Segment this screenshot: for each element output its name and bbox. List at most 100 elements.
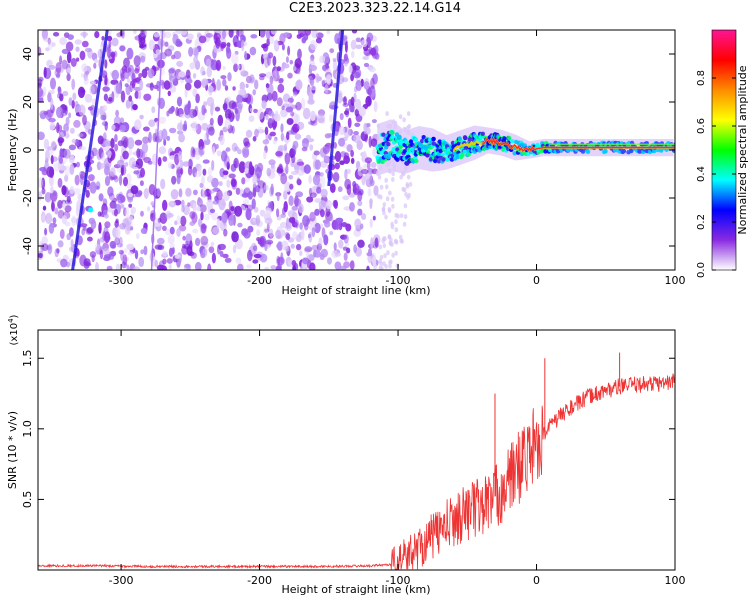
- noise-blob: [103, 93, 108, 102]
- noise-blob: [194, 171, 202, 178]
- spectrogram-x-tick-label: -200: [247, 274, 272, 287]
- noise-blob: [162, 199, 168, 211]
- noise-blob: [361, 213, 367, 220]
- noise-blob: [272, 120, 277, 131]
- noise-blob: [339, 160, 345, 165]
- noise-blob: [255, 214, 261, 226]
- noise-blob: [232, 244, 237, 254]
- noise-blob: [59, 157, 63, 164]
- noise-blob: [402, 221, 407, 227]
- noise-blob: [39, 240, 43, 247]
- noise-blob: [285, 56, 289, 63]
- noise-blob: [352, 65, 361, 71]
- noise-blob: [185, 187, 192, 197]
- noise-blob: [373, 185, 379, 197]
- noise-blob: [390, 224, 395, 230]
- noise-blob: [73, 187, 81, 195]
- noise-blob: [139, 79, 144, 91]
- noise-blob: [387, 208, 392, 214]
- noise-blob: [391, 203, 395, 209]
- noise-blob: [363, 81, 370, 90]
- noise-blob: [309, 40, 318, 51]
- noise-blob: [403, 214, 408, 220]
- noise-blob: [220, 43, 226, 49]
- noise-blob: [346, 247, 351, 254]
- spectrogram-y-tick-label: -40: [21, 237, 34, 255]
- noise-blob: [211, 252, 216, 264]
- noise-blob: [70, 239, 74, 248]
- noise-blob: [221, 30, 227, 39]
- signal-blob: [585, 149, 591, 154]
- noise-blob: [346, 144, 353, 153]
- noise-blob: [187, 165, 193, 176]
- noise-blob: [155, 49, 161, 55]
- noise-blob: [237, 263, 244, 270]
- noise-blob: [143, 188, 149, 199]
- noise-blob: [228, 200, 233, 211]
- noise-blob: [102, 86, 110, 93]
- noise-blob: [188, 79, 193, 84]
- noise-blob: [189, 221, 195, 227]
- noise-blob: [57, 199, 63, 209]
- noise-blob: [368, 135, 372, 148]
- noise-blob: [93, 62, 97, 69]
- noise-blob: [296, 177, 301, 186]
- noise-blob: [371, 119, 377, 124]
- signal-blob: [431, 141, 437, 146]
- noise-blob: [100, 114, 107, 121]
- noise-blob: [119, 124, 126, 133]
- noise-blob: [261, 100, 267, 109]
- noise-blob: [203, 101, 208, 107]
- noise-blob: [377, 174, 382, 180]
- noise-blob: [164, 41, 169, 47]
- noise-blob: [288, 195, 294, 206]
- noise-blob: [174, 153, 180, 166]
- noise-blob: [166, 258, 173, 264]
- noise-blob: [94, 243, 101, 251]
- noise-blob: [311, 244, 319, 251]
- noise-blob: [263, 184, 269, 191]
- noise-blob: [282, 32, 291, 38]
- noise-blob: [360, 223, 364, 230]
- noise-blob: [140, 167, 145, 178]
- noise-blob: [152, 132, 158, 143]
- noise-blob: [303, 164, 311, 174]
- noise-blob: [191, 121, 198, 132]
- signal-blob: [431, 136, 436, 142]
- noise-blob: [191, 47, 200, 56]
- noise-blob: [103, 256, 111, 262]
- noise-blob: [287, 72, 293, 79]
- noise-blob: [253, 253, 262, 259]
- noise-blob: [215, 143, 219, 150]
- noise-blob: [222, 78, 227, 87]
- noise-blob: [81, 228, 86, 236]
- noise-blob: [288, 148, 296, 158]
- noise-blob: [305, 134, 311, 140]
- noise-blob: [370, 47, 377, 56]
- snr-series: [38, 337, 675, 570]
- noise-blob: [231, 231, 239, 243]
- noise-blob: [56, 122, 60, 134]
- noise-blob: [113, 208, 118, 217]
- noise-blob: [319, 172, 324, 177]
- noise-blob: [94, 58, 99, 64]
- noise-blob: [228, 100, 236, 109]
- noise-blob: [170, 105, 175, 113]
- spectrogram-x-tick-label: -100: [386, 274, 411, 287]
- noise-blob: [283, 189, 288, 200]
- noise-blob: [139, 180, 144, 187]
- noise-blob: [124, 161, 129, 167]
- noise-blob: [248, 161, 253, 173]
- noise-blob: [338, 126, 346, 136]
- noise-blob: [174, 254, 181, 259]
- signal-blob: [580, 149, 586, 154]
- spectrogram-noise: [38, 30, 415, 270]
- noise-blob: [385, 196, 390, 202]
- noise-blob: [211, 177, 219, 188]
- noise-blob: [308, 174, 312, 184]
- noise-blob: [134, 119, 142, 131]
- noise-blob: [221, 212, 228, 224]
- noise-blob: [323, 155, 331, 164]
- signal-blob: [426, 150, 431, 155]
- noise-blob: [187, 33, 194, 40]
